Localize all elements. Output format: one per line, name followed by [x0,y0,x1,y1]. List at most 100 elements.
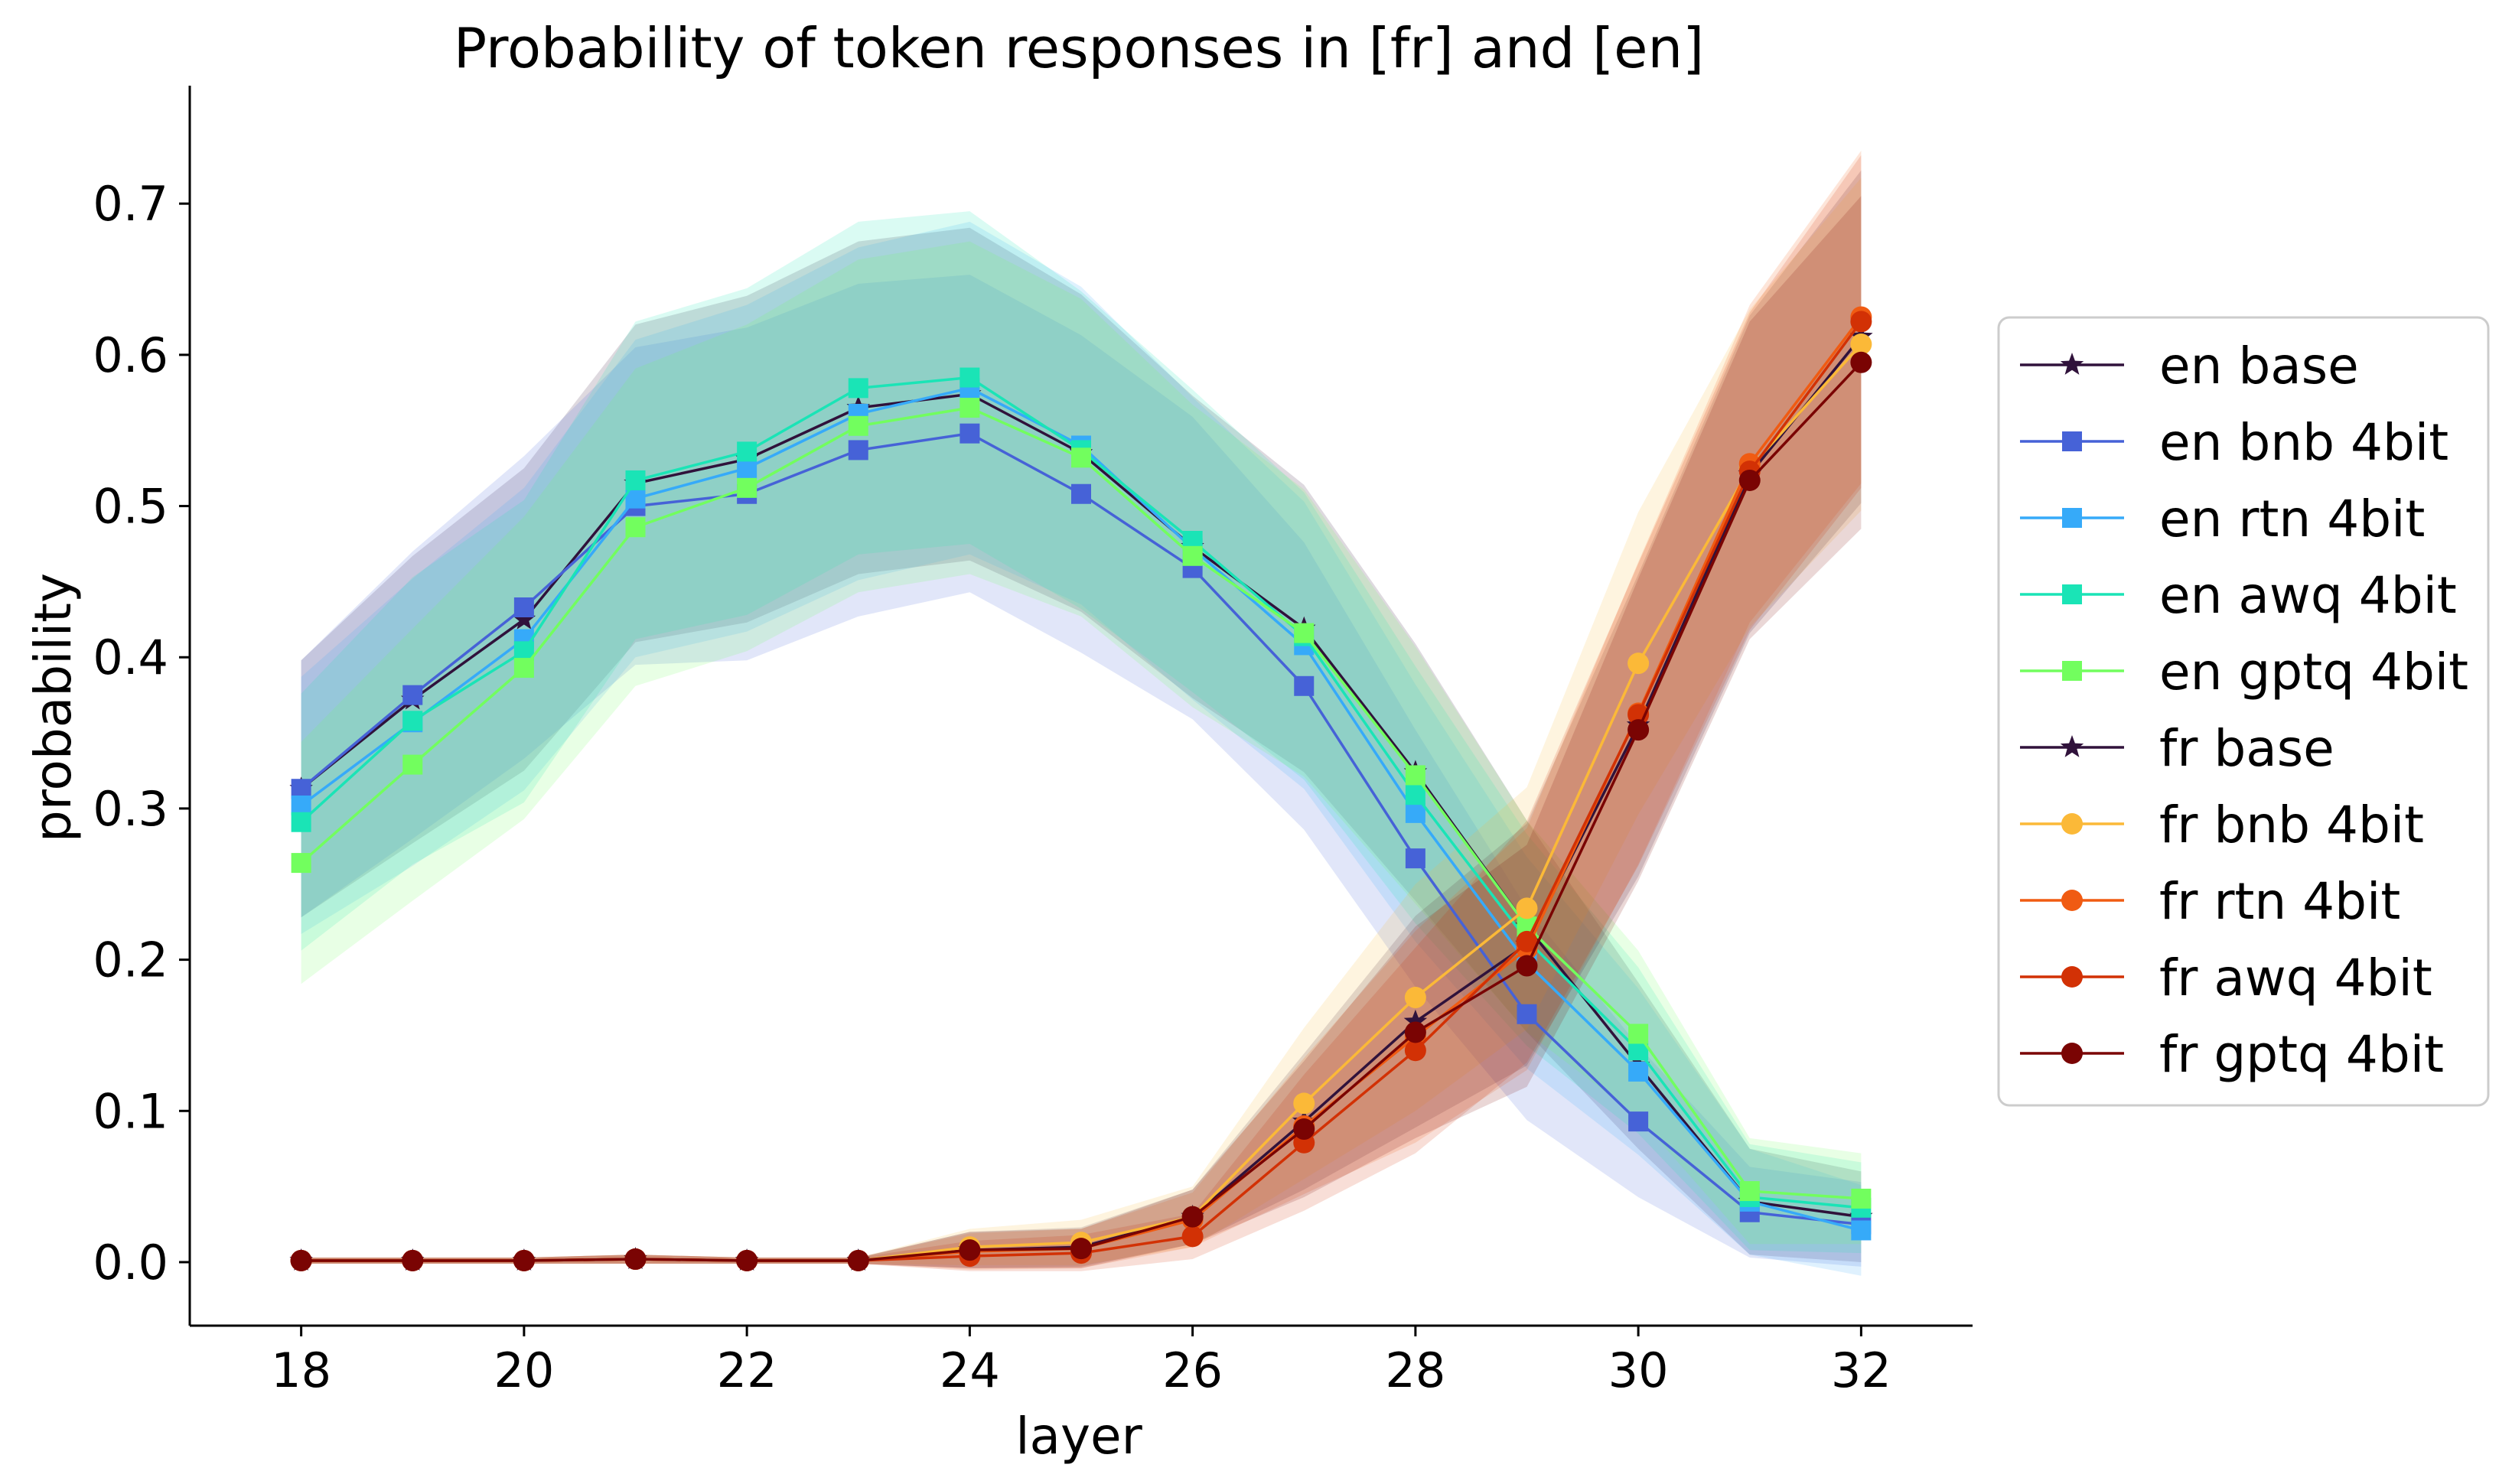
point-en-rtn-4bit [1405,802,1425,823]
point-en-base [512,607,536,630]
point-en-bnb-4bit [1294,675,1315,696]
point-en-rtn-4bit [1851,1220,1872,1241]
point-fr-gptq-4bit [1738,469,1761,491]
y-tick-label: 0.2 [93,932,168,988]
legend-marker [2062,661,2082,681]
point-fr-gptq-4bit [847,1249,869,1271]
legend-item-fr-awq-4bit: fr awq 4bit [2020,949,2432,1007]
point-en-gptq-4bit [848,415,868,436]
legend-marker [2060,735,2084,757]
point-en-rtn-4bit [1628,1061,1649,1082]
point-en-awq-4bit [848,378,868,399]
point-en-bnb-4bit [513,597,534,618]
point-fr-gptq-4bit [402,1249,424,1271]
band-en-base [301,227,1862,1262]
point-fr-bnb-4bit [1627,653,1650,675]
x-tick-label: 32 [1831,1342,1891,1398]
legend-item-en-awq-4bit: en awq 4bit [2020,566,2457,625]
y-tick-label: 0.5 [93,479,168,535]
confidence-bands [301,151,1862,1276]
point-fr-gptq-4bit [959,1239,981,1261]
point-fr-gptq-4bit [290,1249,312,1271]
legend-item-en-gptq-4bit: en gptq 4bit [2020,643,2468,701]
point-fr-gptq-4bit [1404,1021,1426,1043]
legend: en base en bnb 4bit en rtn 4bit en awq 4bit… [1997,316,2490,1107]
point-fr-bnb-4bit [1516,897,1538,919]
point-en-awq-4bit [625,470,646,490]
point-en-awq-4bit [960,367,980,388]
legend-marker [2061,966,2083,988]
x-tick-label: 28 [1385,1342,1445,1398]
x-tick-label: 22 [717,1342,777,1398]
point-en-bnb-4bit [960,423,980,444]
point-fr-gptq-4bit [1516,955,1538,977]
point-en-awq-4bit [291,812,311,832]
legend-item-en-bnb-4bit: en bnb 4bit [2020,413,2448,472]
point-fr-gptq-4bit [1627,719,1650,741]
x-tick-label: 30 [1608,1342,1669,1398]
point-en-gptq-4bit [1294,623,1315,643]
point-fr-gptq-4bit [1850,351,1872,373]
point-fr-bnb-4bit [1293,1092,1315,1115]
legend-label: fr bnb 4bit [2159,796,2424,854]
point-en-awq-4bit [737,441,758,462]
point-en-awq-4bit [1405,785,1425,805]
y-tick-label: 0.3 [93,781,168,837]
series-lines [289,306,1873,1271]
legend-marker [2061,890,2083,911]
legend-box [1997,316,2490,1107]
series-en-gptq-4bit [291,398,1872,1209]
legend-label: en base [2159,337,2359,395]
legend-marker [2061,813,2083,835]
chart-title: Probability of token responses in [fr] a… [454,16,1704,80]
point-fr-awq-4bit [1516,930,1538,952]
y-tick-label: 0.6 [93,327,168,383]
point-en-gptq-4bit [291,853,311,874]
point-fr-awq-4bit [1850,311,1872,333]
legend-item-en-base: en base [2020,337,2359,395]
point-en-gptq-4bit [402,754,423,775]
point-fr-bnb-4bit [1404,987,1426,1009]
point-fr-base [1403,1009,1428,1032]
legend-item-fr-rtn-4bit: fr rtn 4bit [2020,872,2400,931]
point-en-gptq-4bit [737,477,758,498]
point-en-bnb-4bit [1517,1004,1537,1024]
point-fr-bnb-4bit [1850,334,1872,356]
point-en-bnb-4bit [1628,1111,1649,1132]
point-en-bnb-4bit [848,440,868,460]
point-en-rtn-4bit [737,458,758,479]
point-fr-gptq-4bit [1070,1238,1092,1260]
point-fr-gptq-4bit [736,1249,758,1271]
legend-marker [2060,353,2084,375]
point-fr-gptq-4bit [1181,1206,1204,1228]
axes: 18 20 22 24 26 28 30 32 0.0 0.1 0.2 0.3 0.4 0.5 0.6 0.7 [93,86,1973,1398]
point-fr-gptq-4bit [1293,1118,1315,1141]
point-fr-awq-4bit [1404,1040,1426,1062]
point-en-bnb-4bit [291,779,311,799]
point-en-awq-4bit [402,711,423,731]
legend-item-fr-base: fr base [2020,719,2334,778]
band-fr-rtn-4bit [301,151,1862,1270]
legend-label: fr gptq 4bit [2159,1025,2444,1084]
legend-label: en gptq 4bit [2159,643,2468,701]
point-fr-awq-4bit [1181,1225,1204,1248]
legend-label: en awq 4bit [2159,566,2457,625]
y-tick-label: 0.4 [93,630,168,685]
band-en-bnb-4bit [301,275,1862,1267]
x-tick-label: 20 [494,1342,554,1398]
series-fr-gptq-4bit [290,351,1872,1271]
y-tick-label: 0.0 [93,1235,168,1290]
legend-item-fr-gptq-4bit: fr gptq 4bit [2020,1025,2444,1084]
band-en-rtn-4bit [301,221,1862,1276]
legend-label: en rtn 4bit [2159,490,2425,548]
legend-marker [2062,431,2082,451]
y-tick-label: 0.1 [93,1083,168,1139]
legend-label: fr awq 4bit [2159,949,2432,1007]
point-en-gptq-4bit [1182,545,1203,566]
point-en-gptq-4bit [960,398,980,418]
point-en-gptq-4bit [1739,1181,1760,1202]
point-en-gptq-4bit [1628,1024,1649,1044]
point-en-gptq-4bit [1405,765,1425,786]
legend-marker [2061,1043,2083,1064]
